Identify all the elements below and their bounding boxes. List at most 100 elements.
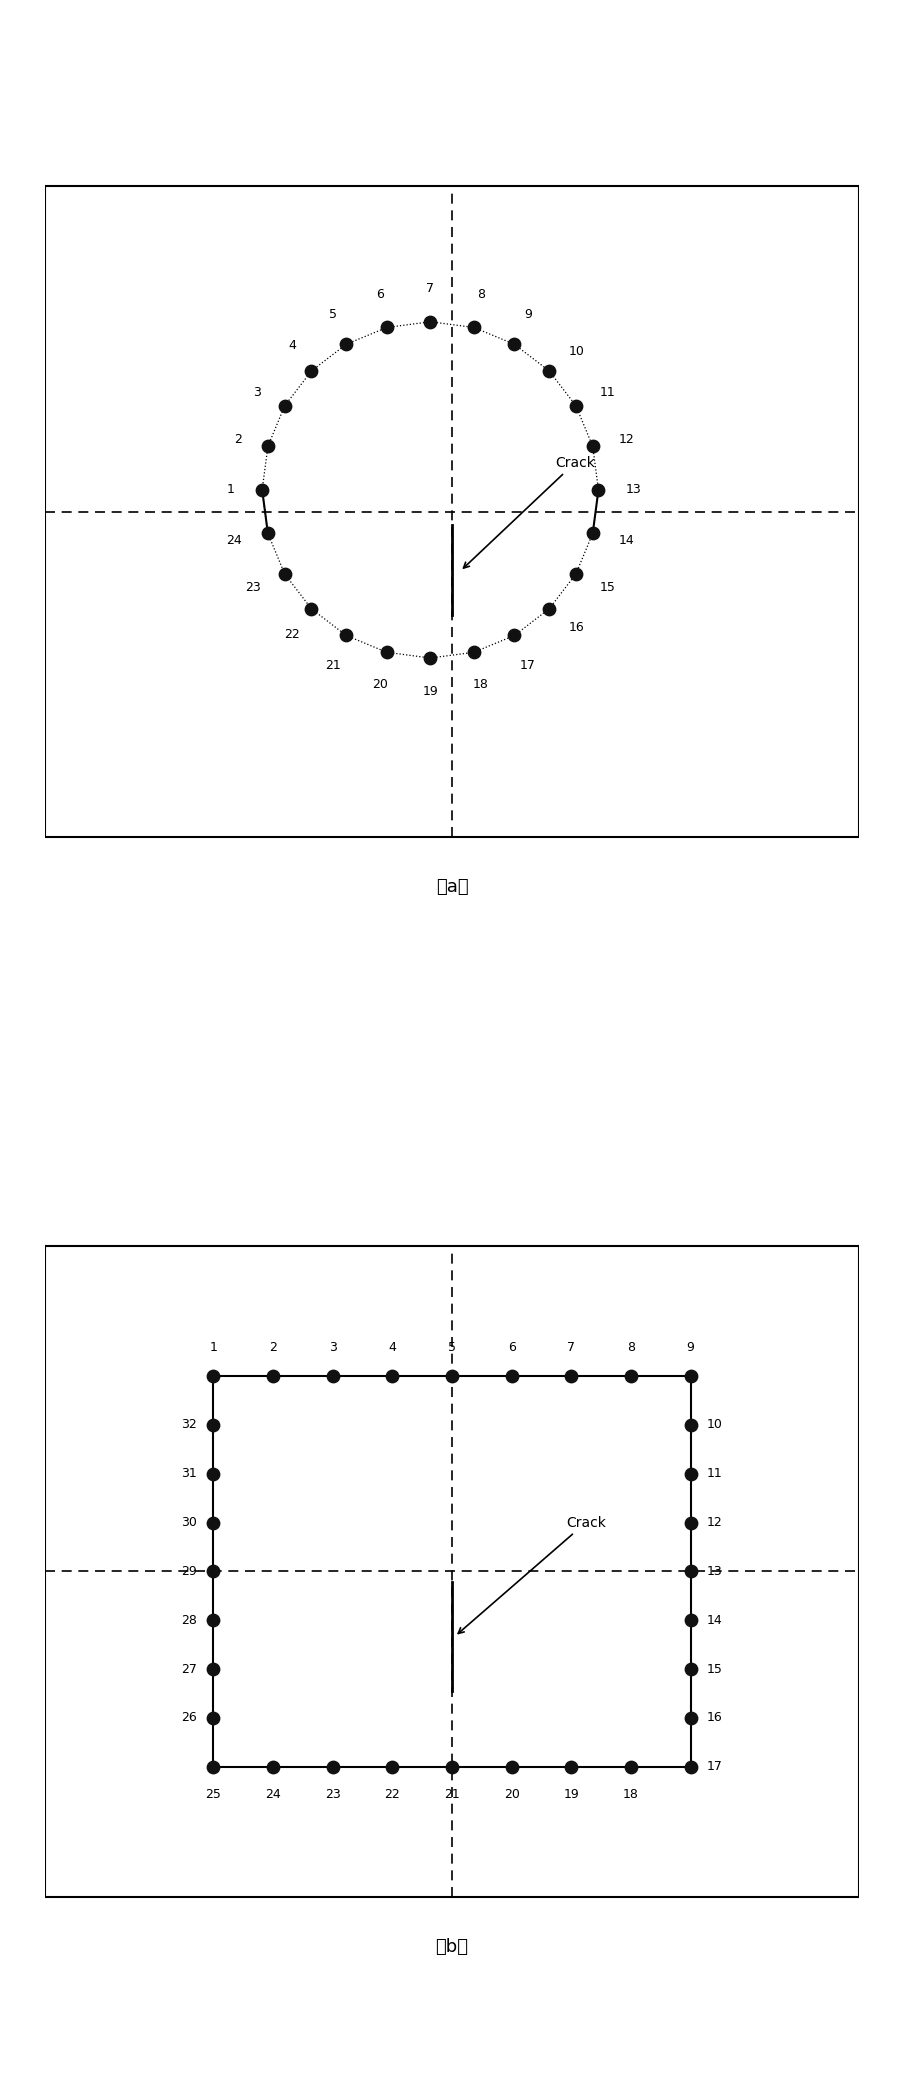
- Text: 15: 15: [706, 1662, 722, 1675]
- Text: 13: 13: [706, 1564, 721, 1579]
- Text: 20: 20: [503, 1789, 519, 1802]
- Point: [683, 1750, 697, 1783]
- Text: 12: 12: [706, 1516, 721, 1529]
- Point: [568, 558, 582, 592]
- Text: 19: 19: [422, 685, 438, 698]
- Point: [507, 327, 521, 360]
- Text: 11: 11: [706, 1466, 721, 1481]
- Text: 5: 5: [329, 308, 336, 321]
- Text: 22: 22: [384, 1789, 400, 1802]
- Text: 1: 1: [227, 483, 235, 496]
- Text: 9: 9: [524, 308, 531, 321]
- Text: 25: 25: [205, 1789, 221, 1802]
- Point: [303, 592, 318, 625]
- Text: 4: 4: [288, 340, 296, 352]
- Point: [423, 642, 437, 675]
- Text: 2: 2: [269, 1341, 276, 1354]
- Point: [444, 1360, 459, 1394]
- Text: 8: 8: [627, 1341, 634, 1354]
- Point: [325, 1750, 340, 1783]
- Text: 18: 18: [622, 1789, 638, 1802]
- Text: Crack: Crack: [463, 456, 594, 569]
- Point: [542, 354, 556, 387]
- Point: [623, 1750, 638, 1783]
- Text: 7: 7: [426, 281, 433, 294]
- Point: [563, 1360, 578, 1394]
- Point: [379, 635, 394, 669]
- Point: [683, 1458, 697, 1491]
- Point: [444, 1750, 459, 1783]
- Point: [206, 1360, 220, 1394]
- Text: 30: 30: [181, 1516, 197, 1529]
- Point: [385, 1360, 399, 1394]
- Text: 23: 23: [246, 581, 261, 594]
- Point: [683, 1506, 697, 1539]
- Point: [339, 619, 353, 652]
- Text: 19: 19: [563, 1789, 579, 1802]
- Text: 10: 10: [568, 346, 583, 358]
- Point: [260, 429, 275, 462]
- Point: [683, 1360, 697, 1394]
- Point: [379, 310, 394, 344]
- Point: [542, 592, 556, 625]
- Point: [265, 1750, 280, 1783]
- Text: 5: 5: [448, 1341, 455, 1354]
- Point: [206, 1554, 220, 1587]
- Point: [255, 473, 269, 506]
- Text: 1: 1: [209, 1341, 217, 1354]
- Text: 20: 20: [371, 679, 387, 692]
- Point: [585, 517, 600, 550]
- Text: 28: 28: [181, 1614, 197, 1627]
- Text: 3: 3: [329, 1341, 336, 1354]
- Point: [466, 635, 480, 669]
- Text: 24: 24: [265, 1789, 281, 1802]
- Point: [339, 327, 353, 360]
- Text: 8: 8: [476, 287, 484, 302]
- Point: [206, 1702, 220, 1735]
- Text: 24: 24: [226, 533, 241, 548]
- Text: 9: 9: [686, 1341, 694, 1354]
- Point: [206, 1506, 220, 1539]
- Text: 6: 6: [507, 1341, 515, 1354]
- Point: [423, 304, 437, 337]
- Text: 17: 17: [706, 1760, 722, 1773]
- Text: 16: 16: [568, 621, 583, 635]
- Point: [591, 473, 605, 506]
- Text: （a）: （a）: [435, 877, 468, 896]
- Text: 16: 16: [706, 1712, 721, 1725]
- Point: [585, 429, 600, 462]
- Text: Crack: Crack: [458, 1516, 605, 1633]
- Point: [683, 1408, 697, 1441]
- Point: [206, 1604, 220, 1637]
- Text: （b）: （b）: [435, 1937, 468, 1956]
- Point: [623, 1360, 638, 1394]
- Point: [325, 1360, 340, 1394]
- Text: 17: 17: [519, 658, 535, 673]
- Point: [277, 390, 292, 423]
- Text: 27: 27: [181, 1662, 197, 1675]
- Text: 15: 15: [599, 581, 615, 594]
- Point: [504, 1360, 518, 1394]
- Point: [277, 558, 292, 592]
- Text: 32: 32: [182, 1419, 197, 1431]
- Text: 23: 23: [324, 1789, 340, 1802]
- Text: 7: 7: [567, 1341, 574, 1354]
- Text: 18: 18: [472, 679, 489, 692]
- Point: [563, 1750, 578, 1783]
- Text: 6: 6: [376, 287, 383, 302]
- Text: 3: 3: [253, 385, 261, 398]
- Text: 29: 29: [182, 1564, 197, 1579]
- Point: [206, 1408, 220, 1441]
- Point: [683, 1554, 697, 1587]
- Point: [683, 1702, 697, 1735]
- Point: [260, 517, 275, 550]
- Text: 4: 4: [388, 1341, 396, 1354]
- Text: 14: 14: [706, 1614, 721, 1627]
- Text: 12: 12: [619, 433, 634, 446]
- Point: [206, 1458, 220, 1491]
- Point: [206, 1652, 220, 1685]
- Point: [683, 1604, 697, 1637]
- Text: 11: 11: [599, 385, 614, 398]
- Point: [303, 354, 318, 387]
- Text: 21: 21: [324, 658, 340, 673]
